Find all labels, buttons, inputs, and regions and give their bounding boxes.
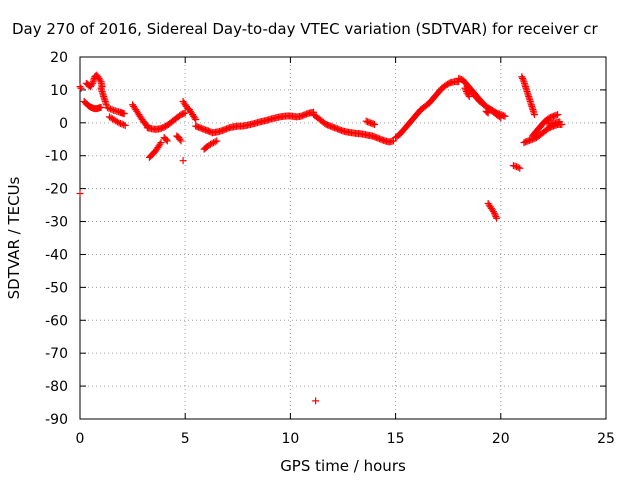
data-point — [465, 92, 473, 100]
data-point — [107, 105, 115, 113]
grid-lines — [80, 57, 606, 419]
data-point — [120, 121, 128, 129]
data-point — [97, 103, 105, 111]
data-point — [108, 106, 116, 114]
data-point — [102, 101, 110, 109]
data-point — [105, 104, 113, 112]
x-axis: 0 5 10 15 20 25 — [76, 57, 615, 447]
data-point — [211, 138, 219, 146]
y-tick-label: 20 — [50, 50, 68, 66]
data-point — [490, 209, 498, 217]
y-axis-label: SDTVAR / TECUs — [5, 176, 23, 299]
data-point — [371, 120, 379, 128]
data-point — [554, 111, 562, 119]
data-point — [484, 109, 492, 117]
data-point — [493, 214, 501, 222]
x-tick-label: 10 — [281, 431, 299, 447]
data-point — [117, 119, 125, 127]
data-point — [179, 157, 187, 165]
data-point — [103, 104, 111, 112]
x-tick-label: 5 — [181, 431, 190, 447]
y-tick-label: -70 — [45, 346, 68, 362]
data-point — [210, 139, 218, 147]
y-tick-label: -20 — [45, 182, 68, 198]
data-point — [88, 81, 96, 89]
data-point — [77, 84, 85, 92]
y-tick-label: -90 — [45, 412, 68, 428]
y-tick-label: 0 — [59, 116, 68, 132]
data-point — [519, 74, 527, 82]
data-point — [115, 119, 123, 127]
data-point — [176, 135, 184, 143]
data-point — [156, 140, 164, 148]
data-point — [483, 108, 491, 116]
data-point — [556, 118, 564, 126]
y-tick-label: -80 — [45, 379, 68, 395]
y-tick-label: -10 — [45, 149, 68, 165]
data-point — [163, 137, 171, 145]
x-tick-label: 0 — [76, 431, 85, 447]
data-point — [492, 213, 500, 221]
data-point — [206, 140, 214, 148]
data-point — [76, 190, 84, 198]
y-tick-label: -30 — [45, 215, 68, 231]
data-points — [76, 71, 566, 405]
chart-title: Day 270 of 2016, Sidereal Day-to-day VTE… — [12, 20, 599, 38]
data-point — [157, 139, 165, 147]
data-point — [513, 163, 521, 171]
data-point — [177, 137, 185, 145]
data-point — [461, 84, 469, 92]
data-point — [491, 211, 499, 219]
data-point — [76, 83, 84, 91]
data-point — [501, 112, 509, 120]
data-point — [464, 91, 472, 99]
data-point — [113, 118, 121, 126]
data-point — [121, 121, 129, 129]
data-point — [530, 111, 538, 119]
data-point — [519, 76, 527, 84]
data-point — [462, 86, 470, 94]
data-point — [181, 109, 189, 117]
data-point — [208, 139, 216, 147]
data-point — [118, 120, 126, 128]
y-tick-label: -60 — [45, 313, 68, 329]
x-axis-label: GPS time / hours — [280, 457, 406, 475]
y-axis: 20 10 0 -10 -20 -30 -40 -50 -60 -70 -80 -90 — [45, 50, 606, 428]
plot-area-frame — [79, 56, 607, 420]
data-point — [192, 116, 200, 124]
data-point — [191, 114, 199, 122]
y-tick-label: -50 — [45, 280, 68, 296]
x-tick-label: 20 — [492, 431, 510, 447]
data-point — [96, 76, 104, 84]
x-tick-label: 15 — [387, 431, 405, 447]
data-point — [162, 136, 170, 144]
data-point — [516, 164, 524, 172]
data-point — [518, 73, 526, 81]
data-point — [514, 163, 522, 171]
y-tick-label: 10 — [50, 83, 68, 99]
x-tick-label: 25 — [597, 431, 615, 447]
data-point — [213, 137, 221, 145]
data-point — [312, 397, 320, 405]
data-point — [120, 110, 128, 118]
y-tick-label: -40 — [45, 247, 68, 263]
